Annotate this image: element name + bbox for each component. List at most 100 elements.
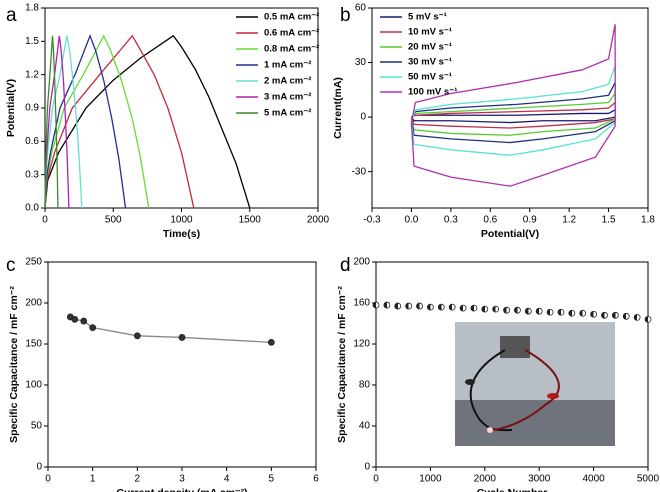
plot-frame [375, 261, 649, 468]
x-tick-label: 4000 [582, 474, 605, 485]
legend-label: 20 mV s⁻¹ [408, 42, 452, 53]
y-axis-label: Specific Capacitance / mF cm⁻² [8, 286, 20, 443]
plot-frame [47, 261, 317, 468]
x-tick-label: 3000 [528, 474, 551, 485]
y-tick-label: 100 [25, 380, 42, 391]
y-tick-label: 60 [355, 3, 367, 14]
x-tick-label: 0.0 [404, 215, 418, 226]
y-tick-label: 40 [359, 421, 371, 432]
y-axis-label: Current(mA) [332, 77, 344, 139]
data-point [178, 334, 186, 341]
y-tick-label: 0.3 [25, 169, 39, 180]
y-tick-label: 0.0 [25, 203, 39, 214]
data-point [267, 338, 275, 346]
x-tick-label: 0 [45, 474, 51, 485]
x-tick-label: 2000 [307, 215, 330, 226]
data-point [416, 302, 423, 310]
x-tick-label: 4 [224, 474, 230, 485]
y-tick-label: 1.5 [25, 36, 39, 47]
x-axis-label: Time(s) [163, 228, 200, 240]
data-point [71, 315, 79, 323]
data-point [601, 311, 608, 319]
legend-label: 2 mA cm⁻² [264, 76, 311, 87]
x-tick-label: 0.6 [483, 215, 497, 226]
y-tick-label: 0 [36, 462, 42, 473]
data-point [470, 304, 478, 312]
y-tick-label: 200 [25, 298, 42, 309]
data-point [590, 310, 597, 318]
y-tick-label: 1.8 [25, 3, 39, 14]
plot-frame [371, 7, 649, 209]
data-point [448, 303, 456, 311]
legend-label: 5 mV s⁻¹ [408, 12, 447, 23]
y-tick-label: -30 [352, 166, 367, 177]
x-tick-label: 6 [313, 474, 319, 485]
x-tick-label: 1500 [239, 215, 262, 226]
y-tick-label: 0.6 [25, 136, 39, 147]
y-tick-label: 250 [25, 257, 42, 268]
y-tick-label: 0 [364, 462, 370, 473]
y-tick-label: 160 [353, 298, 370, 309]
data-point [611, 311, 619, 319]
x-axis-label: Potential(V) [481, 228, 539, 240]
panel-letter: d [340, 255, 351, 276]
series-line [44, 33, 127, 209]
x-tick-label: 1 [90, 474, 96, 485]
x-tick-label: 500 [105, 215, 122, 226]
legend-label: 0.8 mA cm⁻² [264, 44, 319, 55]
x-tick-label: 0 [373, 474, 379, 485]
x-tick-label: 1000 [170, 215, 193, 226]
x-tick-label: 5000 [637, 474, 660, 485]
x-tick-label: 5 [269, 474, 275, 485]
x-tick-label: -0.3 [363, 215, 381, 226]
data-point [394, 302, 402, 310]
legend-label: 30 mV s⁻¹ [408, 57, 452, 68]
data-point [459, 304, 467, 312]
data-point [133, 332, 141, 340]
x-tick-label: 0.3 [444, 215, 458, 226]
legend-label: 1 mA cm⁻² [264, 60, 311, 71]
data-point [89, 324, 97, 332]
x-tick-label: 3 [179, 474, 185, 485]
data-point [633, 313, 641, 321]
series-line [70, 316, 272, 344]
data-point [535, 307, 543, 315]
panel-letter: b [340, 5, 351, 26]
legend-label: 10 mV s⁻¹ [408, 27, 452, 38]
x-tick-label: 0.9 [523, 215, 537, 226]
panel-letter: a [6, 5, 17, 26]
data-point [546, 308, 554, 316]
y-axis-label: Specific Capacitance / mF cm⁻² [336, 286, 348, 443]
y-tick-label: 0 [360, 112, 366, 123]
y-axis-label: Potential(V) [5, 79, 17, 137]
y-tick-label: 200 [353, 257, 370, 268]
data-point [492, 305, 500, 313]
x-axis-label: Current density (mA cm⁻²) [116, 487, 247, 492]
x-tick-label: 2 [135, 474, 141, 485]
data-point [426, 303, 434, 311]
legend-label: 5 mA cm⁻² [264, 108, 311, 119]
x-axis-label: Cycle Number [477, 487, 548, 492]
data-point [524, 307, 532, 315]
x-tick-label: 2000 [474, 474, 497, 485]
series-line [44, 34, 195, 209]
y-tick-label: 0.9 [25, 103, 39, 114]
x-tick-label: 1000 [419, 474, 442, 485]
y-tick-label: 1.2 [25, 69, 39, 80]
legend-label: 100 mV s⁻¹ [408, 87, 457, 98]
data-point [481, 305, 489, 313]
legend-label: 50 mV s⁻¹ [408, 72, 452, 83]
x-tick-label: 1.5 [602, 215, 616, 226]
data-point [644, 315, 652, 323]
data-point [557, 308, 565, 316]
y-tick-label: 120 [353, 339, 370, 350]
x-tick-label: 1.2 [562, 215, 576, 226]
x-tick-label: 0 [42, 215, 48, 226]
series-line [410, 24, 616, 187]
legend-label: 3 mA cm⁻² [264, 92, 311, 103]
legend-label: 0.5 mA cm⁻² [264, 12, 319, 23]
y-tick-label: 150 [25, 339, 42, 350]
series-line [44, 34, 150, 209]
series-line [44, 35, 83, 209]
